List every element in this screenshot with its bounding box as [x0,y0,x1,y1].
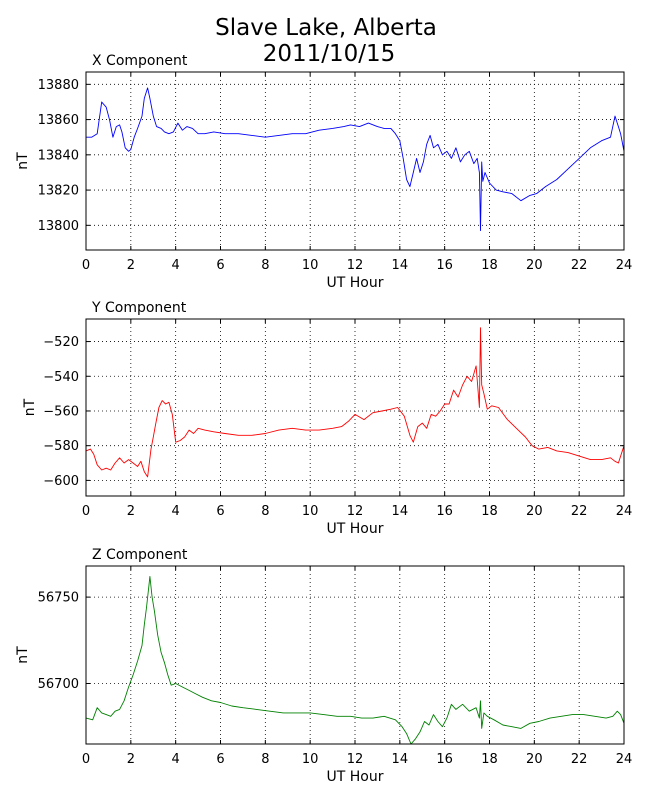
x-panel-title: X Component [92,53,188,69]
y-xtick-label: 6 [216,504,224,519]
y-xtick-label: 18 [481,504,498,519]
figure-title-line2: 2011/10/15 [263,41,396,67]
x-xtick-label: 14 [392,258,409,273]
y-xtick-label: 10 [302,504,319,519]
y-xtick-label: 20 [526,504,543,519]
figure-title-line1: Slave Lake, Alberta [215,15,437,41]
z-xtick-label: 4 [172,752,180,767]
z-xtick-label: 6 [216,752,224,767]
x-xtick-label: 2 [127,258,135,273]
z-y-axis-label: nT [15,646,31,664]
y-ytick-label: −580 [43,439,79,454]
x-ytick-label: 13860 [38,113,79,128]
z-xtick-label: 18 [481,752,498,767]
x-xtick-label: 12 [347,258,364,273]
x-xtick-label: 0 [82,258,90,273]
y-panel-title: Y Component [91,300,187,316]
z-panel-title: Z Component [92,547,188,563]
z-series-line [85,575,625,745]
x-xtick-label: 22 [571,258,588,273]
x-component-panel: 0 2 4 6 8 10 12 14 16 18 20 22 241380013820138401386… [15,53,632,291]
x-ytick-label: 13840 [38,148,79,163]
x-xtick-label: 6 [216,258,224,273]
y-xtick-label: 2 [127,504,135,519]
z-xtick-label: 12 [347,752,364,767]
x-xtick-label: 20 [526,258,543,273]
z-ytick-label: 56700 [38,677,79,692]
y-ytick-label: −600 [43,474,79,489]
x-y-axis-label: nT [15,152,31,170]
x-x-axis-label: UT Hour [327,275,384,291]
x-series-line [86,87,625,232]
y-xtick-label: 24 [616,504,633,519]
x-xtick-label: 16 [436,258,453,273]
x-xtick-label: 24 [616,258,633,273]
z-x-axis-label: UT Hour [327,769,384,785]
y-xtick-label: 8 [261,504,269,519]
y-xtick-label: 12 [347,504,364,519]
x-xtick-label: 8 [261,258,269,273]
y-ytick-label: −560 [43,404,79,419]
y-xtick-label: 16 [436,504,453,519]
z-ytick-label: 56750 [38,591,79,606]
y-xtick-label: 22 [571,504,588,519]
y-series-line [85,327,625,478]
x-ytick-label: 13820 [38,184,79,199]
z-xtick-label: 14 [392,752,409,767]
y-ytick-label: −520 [43,335,79,350]
z-xtick-label: 8 [261,752,269,767]
z-xtick-label: 24 [616,752,633,767]
z-xtick-label: 10 [302,752,319,767]
y-x-axis-label: UT Hour [327,521,384,537]
y-component-panel: 0 2 4 6 8 10 12 14 16 18 20 22 24−600−580−560−540−52… [22,300,632,537]
y-y-axis-label: nT [22,398,38,416]
z-xtick-label: 2 [127,752,135,767]
x-xtick-label: 4 [172,258,180,273]
z-xtick-label: 16 [436,752,453,767]
z-xtick-label: 22 [571,752,588,767]
y-xtick-label: 4 [172,504,180,519]
x-ytick-label: 13880 [38,78,79,93]
y-xtick-label: 14 [392,504,409,519]
y-ytick-label: −540 [43,370,79,385]
z-xtick-label: 0 [82,752,90,767]
x-xtick-label: 10 [302,258,319,273]
y-xtick-label: 0 [82,504,90,519]
z-xtick-label: 20 [526,752,543,767]
x-xtick-label: 18 [481,258,498,273]
x-ytick-label: 13800 [38,219,79,234]
